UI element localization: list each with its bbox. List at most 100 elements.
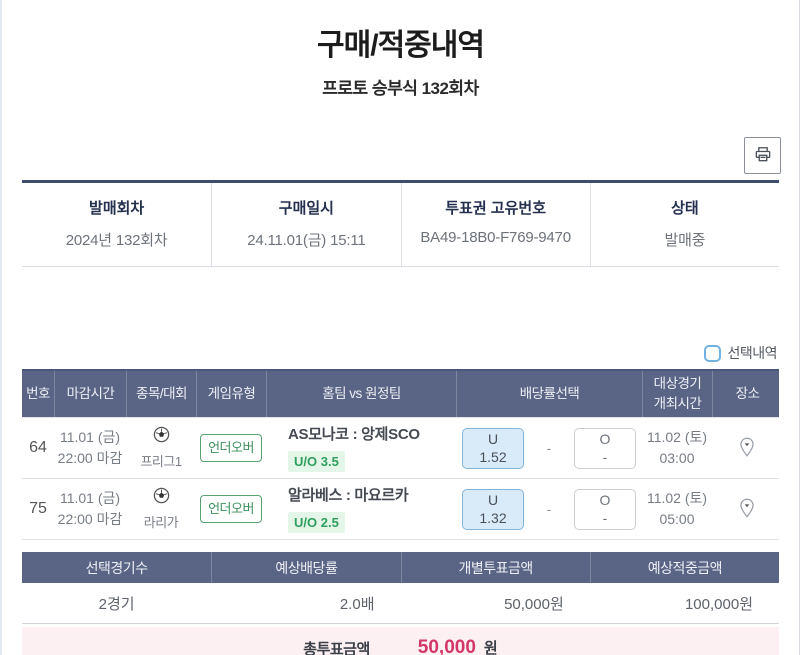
info-value: BA49-18B0-F769-9470 [420, 229, 571, 246]
sport-cell: 라리가 [126, 479, 196, 539]
col-header-event-time-line1: 대상경기 [653, 376, 702, 392]
match-number: 64 [29, 439, 47, 456]
deadline-date: 11.01 (금) [59, 490, 121, 506]
soccer-icon [152, 486, 171, 511]
col-header-place: 장소 [712, 371, 782, 417]
purchase-info-table: 발매회차 2024년 132회차 구매일시 24.11.01(금) 15:11 … [22, 180, 779, 267]
printer-icon [753, 144, 773, 167]
total-bet-unit: 원 [483, 640, 498, 655]
col-header-deadline: 마감시간 [54, 371, 126, 417]
game-type-cell: 언더오버 [196, 418, 266, 478]
match-teams: AS모나코 : 앙제SCO [288, 426, 420, 443]
total-bet-amount: 50,000 [417, 637, 476, 655]
deadline-time: 22:00 마감 [57, 450, 123, 466]
event-time-cell: 11.02 (토) 05:00 [642, 479, 712, 539]
odds-over-value: - [602, 510, 608, 526]
odds-under-button[interactable]: U 1.52 [462, 427, 524, 469]
game-type-badge: 언더오버 [200, 495, 262, 523]
summary-value-expected-win: 100,000원 [684, 595, 753, 613]
sport-cell: 프리그1 [126, 418, 196, 478]
total-bet-label: 총투표금액 [303, 640, 370, 655]
info-label: 투표권 고유번호 [445, 200, 547, 217]
deadline-cell: 11.01 (금) 22:00 마감 [54, 479, 126, 539]
print-button[interactable] [744, 137, 781, 174]
event-date: 11.02 (토) [646, 429, 708, 445]
match-teams: 알라베스 : 마요르카 [288, 487, 409, 504]
summary-value-games: 2경기 [98, 595, 135, 613]
deadline-time: 22:00 마감 [57, 511, 123, 527]
summary-value-odds: 2.0배 [339, 595, 375, 613]
status-badge: 발매중 [664, 232, 706, 249]
bet-table: 번호 마감시간 종목/대회 게임유형 홈팀 vs 원정팀 배당률선택 대상경기 … [22, 369, 779, 540]
info-cell-ticket-number: 투표권 고유번호 BA49-18B0-F769-9470 [400, 183, 590, 266]
odds-over-button[interactable]: O - [573, 488, 636, 530]
page-title: 구매/적중내역 [317, 29, 485, 62]
odds-over-label: O [599, 430, 611, 447]
teams-cell: AS모나코 : 앙제SCO U/O 3.5 [266, 418, 456, 478]
odds-select-cell: U 1.32 - O - [456, 479, 642, 539]
total-bet-row: 총투표금액 50,000 원 [22, 627, 779, 655]
info-label: 구매일시 [278, 200, 334, 217]
col-header-teams: 홈팀 vs 원정팀 [266, 371, 456, 417]
odds-under-value: 1.52 [479, 449, 507, 465]
odds-under-value: 1.32 [479, 510, 507, 526]
deadline-date: 11.01 (금) [59, 429, 121, 445]
info-label: 상태 [671, 200, 699, 217]
info-cell-status: 상태 발매중 [589, 183, 779, 266]
info-cell-round: 발매회차 2024년 132회차 [22, 183, 211, 266]
event-date: 11.02 (토) [646, 490, 708, 506]
summary-value-bet-amount: 50,000원 [504, 595, 564, 613]
odds-over-label: O [599, 491, 611, 508]
odds-select-cell: U 1.52 - O - [456, 418, 642, 478]
bet-table-header: 번호 마감시간 종목/대회 게임유형 홈팀 vs 원정팀 배당률선택 대상경기 … [22, 369, 779, 417]
game-type-badge: 언더오버 [200, 434, 262, 462]
odds-under-button[interactable]: U 1.32 [462, 488, 524, 530]
league-name: 라리가 [143, 514, 179, 530]
odds-over-button[interactable]: O - [573, 427, 636, 469]
summary-table: 선택경기수 예상배당률 개별투표금액 예상적중금액 2경기 2.0배 50,00… [22, 552, 779, 624]
print-toolbar [2, 137, 799, 174]
selection-toggle-row: 선택내역 [2, 343, 777, 363]
info-value: 24.11.01(금) 15:11 [247, 232, 366, 249]
col-header-event-time-line2: 개최시간 [653, 396, 702, 411]
odds-under-label: U [487, 430, 499, 447]
map-pin-icon [736, 497, 758, 522]
bet-row: 75 11.01 (금) 22:00 마감 라리가 언더 [22, 478, 779, 539]
info-cell-purchase-date: 구매일시 24.11.01(금) 15:11 [211, 183, 400, 266]
event-time: 05:00 [659, 511, 695, 527]
odds-under-label: U [487, 491, 499, 508]
total-amount-group: 50,000 원 [418, 637, 498, 655]
place-button[interactable] [736, 497, 758, 522]
info-label: 발매회차 [89, 200, 145, 217]
deadline-cell: 11.01 (금) 22:00 마감 [54, 418, 126, 478]
summary-values: 2경기 2.0배 50,000원 100,000원 [22, 583, 779, 624]
col-header-game-type: 게임유형 [196, 371, 266, 417]
summary-header-expected-win: 예상적중금액 [589, 552, 779, 583]
event-time-cell: 11.02 (토) 03:00 [642, 418, 712, 478]
col-header-odds-select: 배당률선택 [456, 371, 642, 417]
col-header-no: 번호 [26, 386, 50, 402]
place-button[interactable] [736, 436, 758, 461]
teams-cell: 알라베스 : 마요르카 U/O 2.5 [266, 479, 456, 539]
info-value: 2024년 132회차 [65, 232, 168, 249]
odds-separator: - [546, 439, 552, 456]
odds-separator: - [546, 500, 552, 517]
match-number: 75 [29, 500, 47, 517]
place-cell [712, 418, 782, 478]
summary-header-games: 선택경기수 [85, 559, 148, 576]
selection-checkbox[interactable] [704, 344, 722, 362]
page-subtitle: 프로토 승부식 132회차 [322, 79, 479, 98]
selection-checkbox-label: 선택내역 [727, 345, 777, 361]
soccer-icon [152, 425, 171, 450]
odds-over-value: - [602, 449, 608, 465]
col-header-event-time: 대상경기 개최시간 [642, 371, 712, 417]
summary-header-odds: 예상배당률 [211, 552, 400, 583]
event-time: 03:00 [659, 450, 695, 466]
map-pin-icon [736, 436, 758, 461]
game-type-cell: 언더오버 [196, 479, 266, 539]
uo-line: U/O 2.5 [288, 511, 345, 533]
col-header-sport: 종목/대회 [126, 371, 196, 417]
place-cell [712, 479, 782, 539]
league-name: 프리그1 [140, 453, 182, 469]
